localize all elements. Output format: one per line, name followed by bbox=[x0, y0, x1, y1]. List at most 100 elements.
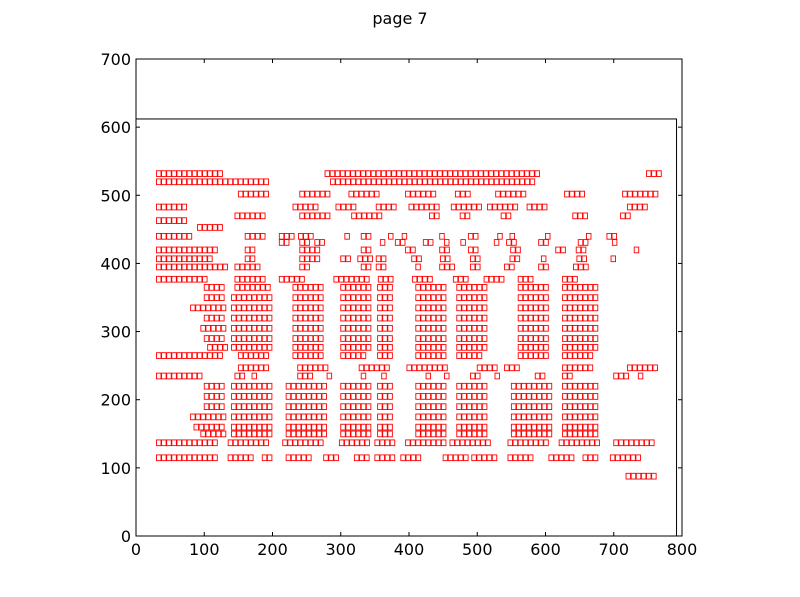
char-box bbox=[466, 413, 472, 421]
char-box bbox=[258, 178, 264, 186]
char-box bbox=[425, 284, 432, 291]
char-box bbox=[339, 170, 346, 177]
char-box bbox=[368, 364, 375, 372]
char-box bbox=[186, 170, 193, 177]
char-box bbox=[512, 439, 519, 447]
char-box bbox=[493, 275, 500, 283]
char-box bbox=[577, 314, 583, 322]
char-box bbox=[425, 430, 432, 438]
char-box bbox=[301, 454, 307, 462]
char-box bbox=[191, 275, 198, 283]
char-box bbox=[313, 439, 319, 447]
char-box bbox=[212, 263, 218, 271]
char-box bbox=[261, 294, 268, 301]
char-box bbox=[217, 352, 223, 359]
char-box bbox=[355, 304, 362, 312]
char-box bbox=[246, 382, 252, 390]
char-box bbox=[193, 423, 199, 431]
char-box bbox=[299, 212, 305, 220]
char-box bbox=[522, 294, 529, 301]
char-box bbox=[176, 203, 182, 211]
char-box bbox=[632, 364, 638, 372]
char-box bbox=[232, 439, 239, 447]
char-box bbox=[251, 324, 257, 332]
char-box bbox=[461, 324, 467, 332]
char-box bbox=[521, 382, 527, 390]
char-box bbox=[500, 212, 507, 220]
char-box bbox=[340, 294, 346, 301]
char-box bbox=[622, 190, 628, 198]
char-box bbox=[306, 423, 312, 431]
char-box bbox=[248, 190, 254, 198]
char-box bbox=[261, 423, 268, 431]
char-box bbox=[572, 294, 578, 301]
char-box bbox=[517, 454, 524, 462]
char-box bbox=[464, 212, 471, 220]
char-box bbox=[377, 382, 383, 390]
char-box bbox=[587, 352, 594, 359]
char-box bbox=[524, 170, 530, 177]
char-box bbox=[538, 352, 544, 359]
char-box bbox=[215, 413, 222, 421]
char-box bbox=[338, 439, 345, 447]
char-box bbox=[430, 304, 437, 312]
char-box bbox=[514, 364, 520, 372]
char-box bbox=[410, 439, 416, 447]
char-box bbox=[577, 212, 583, 220]
char-box bbox=[517, 294, 524, 301]
char-box bbox=[263, 178, 269, 186]
char-box bbox=[463, 454, 469, 462]
char-box bbox=[318, 304, 324, 312]
char-box bbox=[468, 178, 474, 186]
char-box bbox=[410, 246, 416, 254]
char-box bbox=[569, 190, 575, 198]
char-box bbox=[466, 352, 472, 359]
char-box bbox=[176, 263, 182, 271]
char-box bbox=[304, 263, 310, 271]
char-box bbox=[476, 454, 482, 462]
char-box bbox=[359, 439, 365, 447]
char-box bbox=[380, 263, 387, 271]
char-box bbox=[374, 454, 380, 462]
char-box bbox=[313, 314, 319, 322]
char-box bbox=[345, 423, 351, 431]
char-box bbox=[461, 430, 467, 438]
char-box bbox=[539, 372, 546, 380]
char-box bbox=[207, 224, 213, 231]
char-box bbox=[360, 423, 367, 431]
char-box bbox=[186, 275, 193, 283]
char-box bbox=[302, 335, 309, 342]
char-box bbox=[181, 170, 188, 177]
char-box bbox=[562, 413, 568, 421]
char-box bbox=[292, 284, 298, 291]
char-box bbox=[440, 335, 447, 342]
char-box bbox=[498, 178, 505, 186]
char-box bbox=[493, 170, 499, 177]
char-box bbox=[350, 403, 356, 410]
char-box bbox=[476, 314, 483, 322]
char-box bbox=[444, 246, 450, 254]
char-box bbox=[466, 382, 472, 390]
char-box bbox=[236, 314, 242, 322]
char-box bbox=[481, 430, 488, 438]
x-tick-label: 100 bbox=[189, 540, 220, 559]
char-box bbox=[461, 403, 467, 410]
char-box bbox=[430, 403, 437, 410]
char-box bbox=[311, 382, 317, 390]
char-box bbox=[304, 246, 310, 254]
char-box bbox=[572, 413, 578, 421]
char-box bbox=[166, 372, 172, 380]
char-box bbox=[299, 239, 305, 246]
char-box bbox=[567, 304, 573, 312]
char-box bbox=[254, 284, 261, 291]
char-box bbox=[510, 423, 517, 431]
char-box bbox=[355, 344, 362, 351]
char-box bbox=[253, 439, 259, 447]
char-box bbox=[214, 403, 220, 410]
char-box bbox=[292, 314, 298, 322]
char-box bbox=[567, 324, 573, 332]
char-box bbox=[531, 430, 537, 438]
char-box bbox=[546, 403, 553, 410]
char-box bbox=[191, 263, 198, 271]
char-box bbox=[377, 324, 383, 332]
